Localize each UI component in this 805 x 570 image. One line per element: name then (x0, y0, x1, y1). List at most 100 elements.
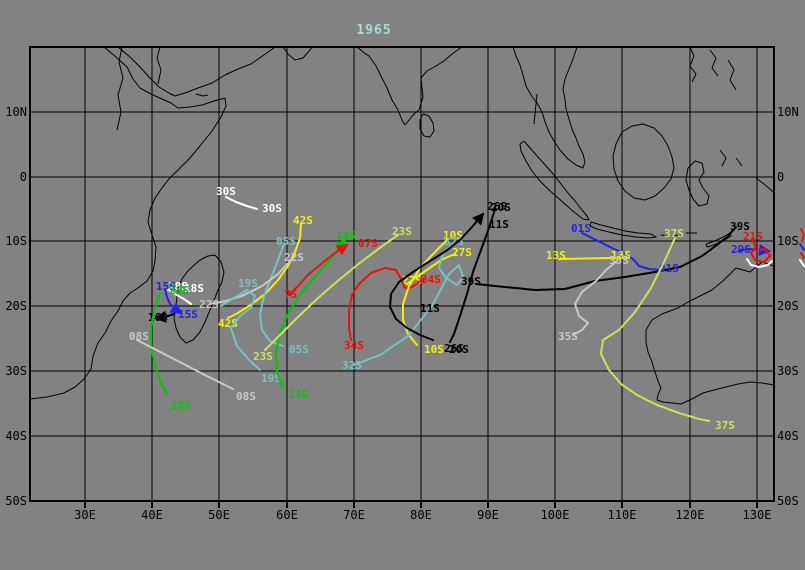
storm-track-34s (348, 267, 423, 341)
coastline (685, 160, 710, 207)
storm-label-23s: 23S (253, 350, 273, 363)
x-axis-label: 30E (74, 508, 96, 522)
storm-track-18s (166, 288, 192, 305)
storm-label-39s: 39S (730, 220, 750, 233)
coastline (356, 46, 463, 126)
storm-label-14s: 14S (288, 388, 308, 401)
storm-label-13s: 13S (546, 249, 566, 262)
storm-track-13s (558, 257, 612, 260)
coastline (735, 157, 743, 167)
storm-track-42s (227, 223, 302, 319)
storm-track-11s (389, 212, 485, 341)
y-axis-label-right: 50S (777, 494, 799, 508)
storm-label-21s: 21S (743, 230, 763, 243)
x-axis-label: 130E (743, 508, 772, 522)
coastline (282, 46, 313, 61)
y-axis-label-left: 10N (5, 105, 27, 119)
storm-track-32s (353, 244, 464, 366)
coastline (660, 234, 670, 237)
storm-label-29s: 29S (731, 243, 751, 256)
coastline (589, 221, 657, 239)
storm-label-20s: 20S (491, 201, 511, 214)
storm-track (800, 252, 805, 259)
storm-label-37s: 37S (664, 227, 684, 240)
x-axis-label: 40E (141, 508, 163, 522)
storm-track (800, 228, 805, 242)
storm-track-23s (264, 234, 399, 351)
storm-label-05s: 05S (276, 235, 296, 248)
storm-label-30s: 30S (216, 185, 236, 198)
storm-track-08s (136, 339, 234, 390)
storm-label-32s: 32S (342, 359, 362, 372)
x-axis-label: 100E (541, 508, 570, 522)
coastline (673, 234, 683, 237)
coastline (755, 177, 775, 194)
storm-label-34s: 34S (344, 339, 364, 352)
storm-track-21s (750, 238, 771, 263)
storm-label-05s: 05S (289, 343, 309, 356)
y-axis-label-left: 30S (5, 364, 27, 378)
coastline (645, 261, 775, 405)
storm-label-10s: 10S (424, 343, 444, 356)
storm-label-07s: 7S (284, 288, 297, 301)
storm-track-30s (225, 196, 258, 210)
coastline (689, 46, 697, 83)
storm-label-28s: 28S (169, 284, 189, 297)
storm-label-15s: 15S (156, 280, 176, 293)
storm-label-15s: 15S (178, 308, 198, 321)
storm-label-26s: 26S (444, 342, 464, 355)
storm-label-01s: 01S (659, 262, 679, 275)
storm-label-32s: 32S (444, 235, 464, 248)
storm-label-20s: 20S (449, 343, 469, 356)
coastline (156, 46, 162, 85)
y-axis-label-left: 0 (20, 170, 27, 184)
coastline (117, 46, 276, 97)
storm-label-19s: 19S (238, 277, 258, 290)
coastline (103, 46, 226, 109)
x-axis-label: 70E (343, 508, 365, 522)
coastline (195, 93, 209, 97)
storm-label-42s: 42S (293, 214, 313, 227)
storm-label-26s: 26S (487, 200, 507, 213)
storm-track-16s (154, 310, 175, 323)
storm-label-18s: 18S (168, 280, 188, 293)
x-axis-label: 120E (676, 508, 705, 522)
storm-label-37s: 37S (715, 419, 735, 432)
x-axis-label: 110E (608, 508, 637, 522)
storm-label-07s: 07S (358, 237, 378, 250)
storm-label-34s: 34S (421, 273, 441, 286)
storm-label-14s: 14S (336, 229, 356, 242)
storm-label-19s: 19S (261, 372, 281, 385)
storm-track (799, 259, 805, 267)
storm-track-19s (220, 289, 261, 371)
y-axis-label-left: 10S (5, 234, 27, 248)
y-axis-label-left: 40S (5, 429, 27, 443)
coastline (419, 113, 435, 138)
coastline (173, 254, 225, 344)
coastline (719, 149, 727, 167)
y-axis-label-right: 20S (777, 299, 799, 313)
y-axis-label-left: 50S (5, 494, 27, 508)
storm-track-14s (275, 238, 347, 389)
storm-label-22s: 22S (199, 298, 219, 311)
year-title: 1965 (356, 23, 392, 38)
storm-track-35s (572, 260, 618, 336)
storm-label-08s: 08S (236, 390, 256, 403)
storm-label-39s: 39S (461, 275, 481, 288)
storm-track-37s (600, 237, 710, 422)
storm-label-11s: 11S (489, 218, 509, 231)
coastline (533, 93, 538, 125)
storm-label-30s: 30S (262, 202, 282, 215)
storm-track-15s (164, 288, 183, 315)
coastline (709, 49, 719, 77)
y-axis-label-left: 20S (5, 299, 27, 313)
storm-label-35s: 35S (609, 254, 629, 267)
y-axis-label-right: 10S (777, 234, 799, 248)
y-axis-label-right: 30S (777, 364, 799, 378)
storm-track-39s (475, 226, 737, 291)
coastline (512, 46, 586, 169)
storm-label-11s: 11S (420, 302, 440, 315)
storm-label-22s: 22S (284, 251, 304, 264)
